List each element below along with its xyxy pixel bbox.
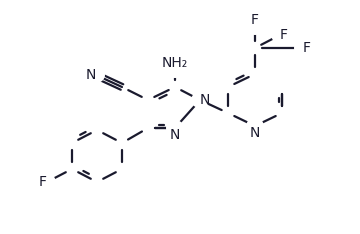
Text: NH₂: NH₂ [162, 56, 188, 70]
Ellipse shape [38, 174, 56, 190]
Text: F: F [39, 175, 47, 189]
Ellipse shape [87, 67, 105, 83]
Ellipse shape [166, 120, 184, 136]
Ellipse shape [294, 40, 312, 56]
Text: F: F [280, 28, 288, 42]
Text: N: N [86, 68, 96, 82]
Ellipse shape [246, 118, 264, 134]
Text: N: N [250, 126, 260, 140]
Text: F: F [251, 13, 259, 27]
Text: F: F [303, 41, 311, 55]
Ellipse shape [246, 19, 264, 35]
Ellipse shape [191, 92, 209, 108]
Ellipse shape [161, 62, 189, 78]
Text: N: N [200, 93, 210, 107]
Text: N: N [170, 128, 180, 142]
Ellipse shape [271, 27, 289, 43]
